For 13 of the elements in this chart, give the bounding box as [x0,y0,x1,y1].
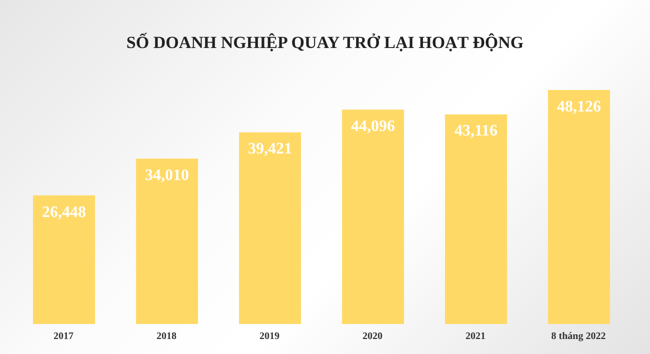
data-label: 39,421 [248,140,292,158]
data-label: 43,116 [454,122,498,140]
chart-title: SỐ DOANH NGHIỆP QUAY TRỞ LẠI HOẠT ĐỘNG [125,33,525,53]
x-tick-label: 8 tháng 2022 [551,331,606,342]
data-label: 48,126 [557,98,601,116]
data-label: 26,448 [42,204,86,221]
data-label: 34,010 [145,166,189,184]
x-tick-label: 2020 [362,331,382,342]
x-tick-label: 2018 [156,331,176,342]
x-tick-label: 2019 [260,331,280,342]
x-tick-label: 2017 [54,331,74,342]
data-label: 44,096 [351,118,395,135]
x-tick-label: 2021 [466,331,486,342]
